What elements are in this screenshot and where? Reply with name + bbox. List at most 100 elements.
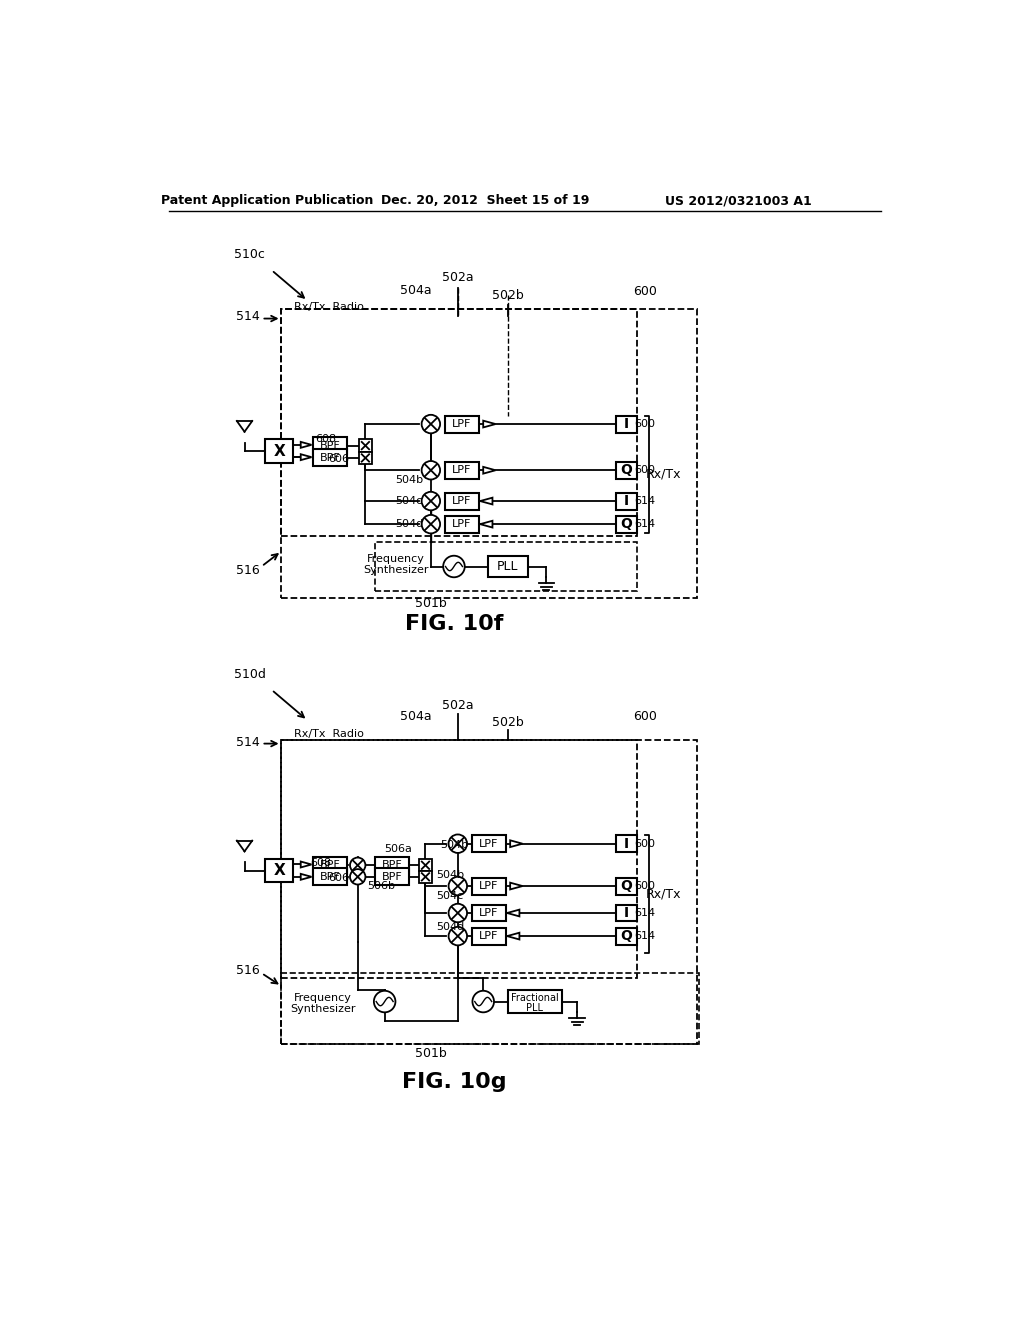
Text: I: I: [624, 906, 629, 920]
Text: 608: 608: [310, 858, 332, 869]
Text: 600: 600: [633, 710, 656, 723]
Text: 614: 614: [634, 908, 655, 917]
Bar: [265, 440, 293, 462]
Text: 614: 614: [634, 931, 655, 941]
Bar: [359, 451, 372, 465]
Text: PLL: PLL: [497, 560, 518, 573]
Bar: [444, 516, 478, 533]
Text: I: I: [624, 837, 629, 850]
Circle shape: [443, 556, 465, 577]
Text: BPF: BPF: [382, 861, 402, 870]
Bar: [472, 836, 506, 853]
Text: Synthesizer: Synthesizer: [364, 565, 429, 576]
Text: LPF: LPF: [479, 931, 499, 941]
Circle shape: [422, 515, 440, 533]
Text: 504b: 504b: [436, 870, 464, 879]
Text: LPF: LPF: [452, 519, 471, 529]
Circle shape: [472, 991, 494, 1012]
Text: US 2012/0321003 A1: US 2012/0321003 A1: [666, 194, 812, 207]
Text: LPF: LPF: [452, 496, 471, 506]
Bar: [472, 928, 506, 945]
Text: I: I: [624, 494, 629, 508]
Text: 514: 514: [236, 735, 259, 748]
Text: I: I: [624, 417, 629, 432]
Text: Rx/Tx: Rx/Tx: [646, 467, 681, 480]
Bar: [282, 973, 698, 1044]
Circle shape: [449, 904, 467, 923]
Bar: [313, 437, 347, 454]
Text: LPF: LPF: [479, 880, 499, 891]
Bar: [313, 449, 347, 466]
Text: Frequency: Frequency: [294, 993, 352, 1003]
Text: PLL: PLL: [526, 1003, 544, 1012]
Text: Q: Q: [621, 517, 633, 531]
Bar: [444, 416, 478, 433]
Circle shape: [449, 834, 467, 853]
Text: LPF: LPF: [479, 908, 499, 917]
Bar: [472, 878, 506, 895]
Text: 600: 600: [635, 418, 655, 429]
Bar: [313, 857, 347, 874]
Bar: [508, 990, 562, 1014]
Text: FIG. 10g: FIG. 10g: [401, 1072, 506, 1093]
Text: 614: 614: [634, 496, 655, 506]
Text: BPF: BPF: [319, 861, 340, 870]
Text: 502a: 502a: [442, 271, 474, 284]
Bar: [376, 869, 410, 886]
Polygon shape: [301, 442, 311, 447]
Polygon shape: [480, 498, 493, 504]
Text: Frequency: Frequency: [368, 554, 425, 564]
Circle shape: [350, 869, 366, 884]
Bar: [419, 859, 432, 871]
Text: 504d: 504d: [395, 519, 424, 529]
Text: 504a: 504a: [399, 284, 431, 297]
Text: 504c: 504c: [395, 496, 423, 506]
Text: 510c: 510c: [234, 248, 265, 261]
Bar: [615, 928, 637, 945]
Bar: [376, 857, 410, 874]
Text: Rx/Tx  Radio: Rx/Tx Radio: [294, 730, 365, 739]
Bar: [615, 836, 637, 853]
Text: 504a: 504a: [399, 710, 431, 723]
Text: Rx/Tx: Rx/Tx: [646, 887, 681, 900]
Text: 504b: 504b: [440, 841, 468, 850]
Polygon shape: [483, 467, 496, 474]
Text: Rx/Tx  Radio: Rx/Tx Radio: [294, 302, 365, 312]
Text: 502b: 502b: [492, 715, 523, 729]
Text: 501b: 501b: [415, 597, 446, 610]
Bar: [615, 416, 637, 433]
Polygon shape: [301, 454, 311, 461]
Bar: [376, 543, 637, 591]
Bar: [615, 462, 637, 479]
Text: Patent Application Publication: Patent Application Publication: [162, 194, 374, 207]
Text: BPF: BPF: [382, 871, 402, 882]
Bar: [615, 516, 637, 533]
Text: 600: 600: [635, 880, 655, 891]
Text: 608: 608: [314, 434, 336, 445]
Text: FIG. 10f: FIG. 10f: [404, 614, 503, 634]
Text: 516: 516: [236, 964, 259, 977]
Bar: [615, 904, 637, 921]
Text: BPF: BPF: [319, 441, 340, 450]
Text: 504d: 504d: [436, 921, 464, 932]
Text: Dec. 20, 2012  Sheet 15 of 19: Dec. 20, 2012 Sheet 15 of 19: [381, 194, 589, 207]
Text: LPF: LPF: [452, 465, 471, 475]
Polygon shape: [483, 421, 496, 428]
Text: 516: 516: [236, 564, 259, 577]
Bar: [487, 557, 528, 577]
Circle shape: [449, 927, 467, 945]
Text: 506a: 506a: [385, 843, 413, 854]
Polygon shape: [510, 883, 522, 890]
Circle shape: [422, 414, 440, 433]
Bar: [282, 309, 697, 598]
Polygon shape: [507, 933, 519, 940]
Bar: [282, 739, 697, 1044]
Circle shape: [374, 991, 395, 1012]
Polygon shape: [507, 909, 519, 916]
Text: 502b: 502b: [492, 289, 523, 302]
Text: X: X: [273, 444, 285, 458]
Text: 600: 600: [633, 285, 656, 298]
Text: 600: 600: [635, 465, 655, 475]
Bar: [615, 492, 637, 510]
Text: Synthesizer: Synthesizer: [291, 1005, 355, 1014]
